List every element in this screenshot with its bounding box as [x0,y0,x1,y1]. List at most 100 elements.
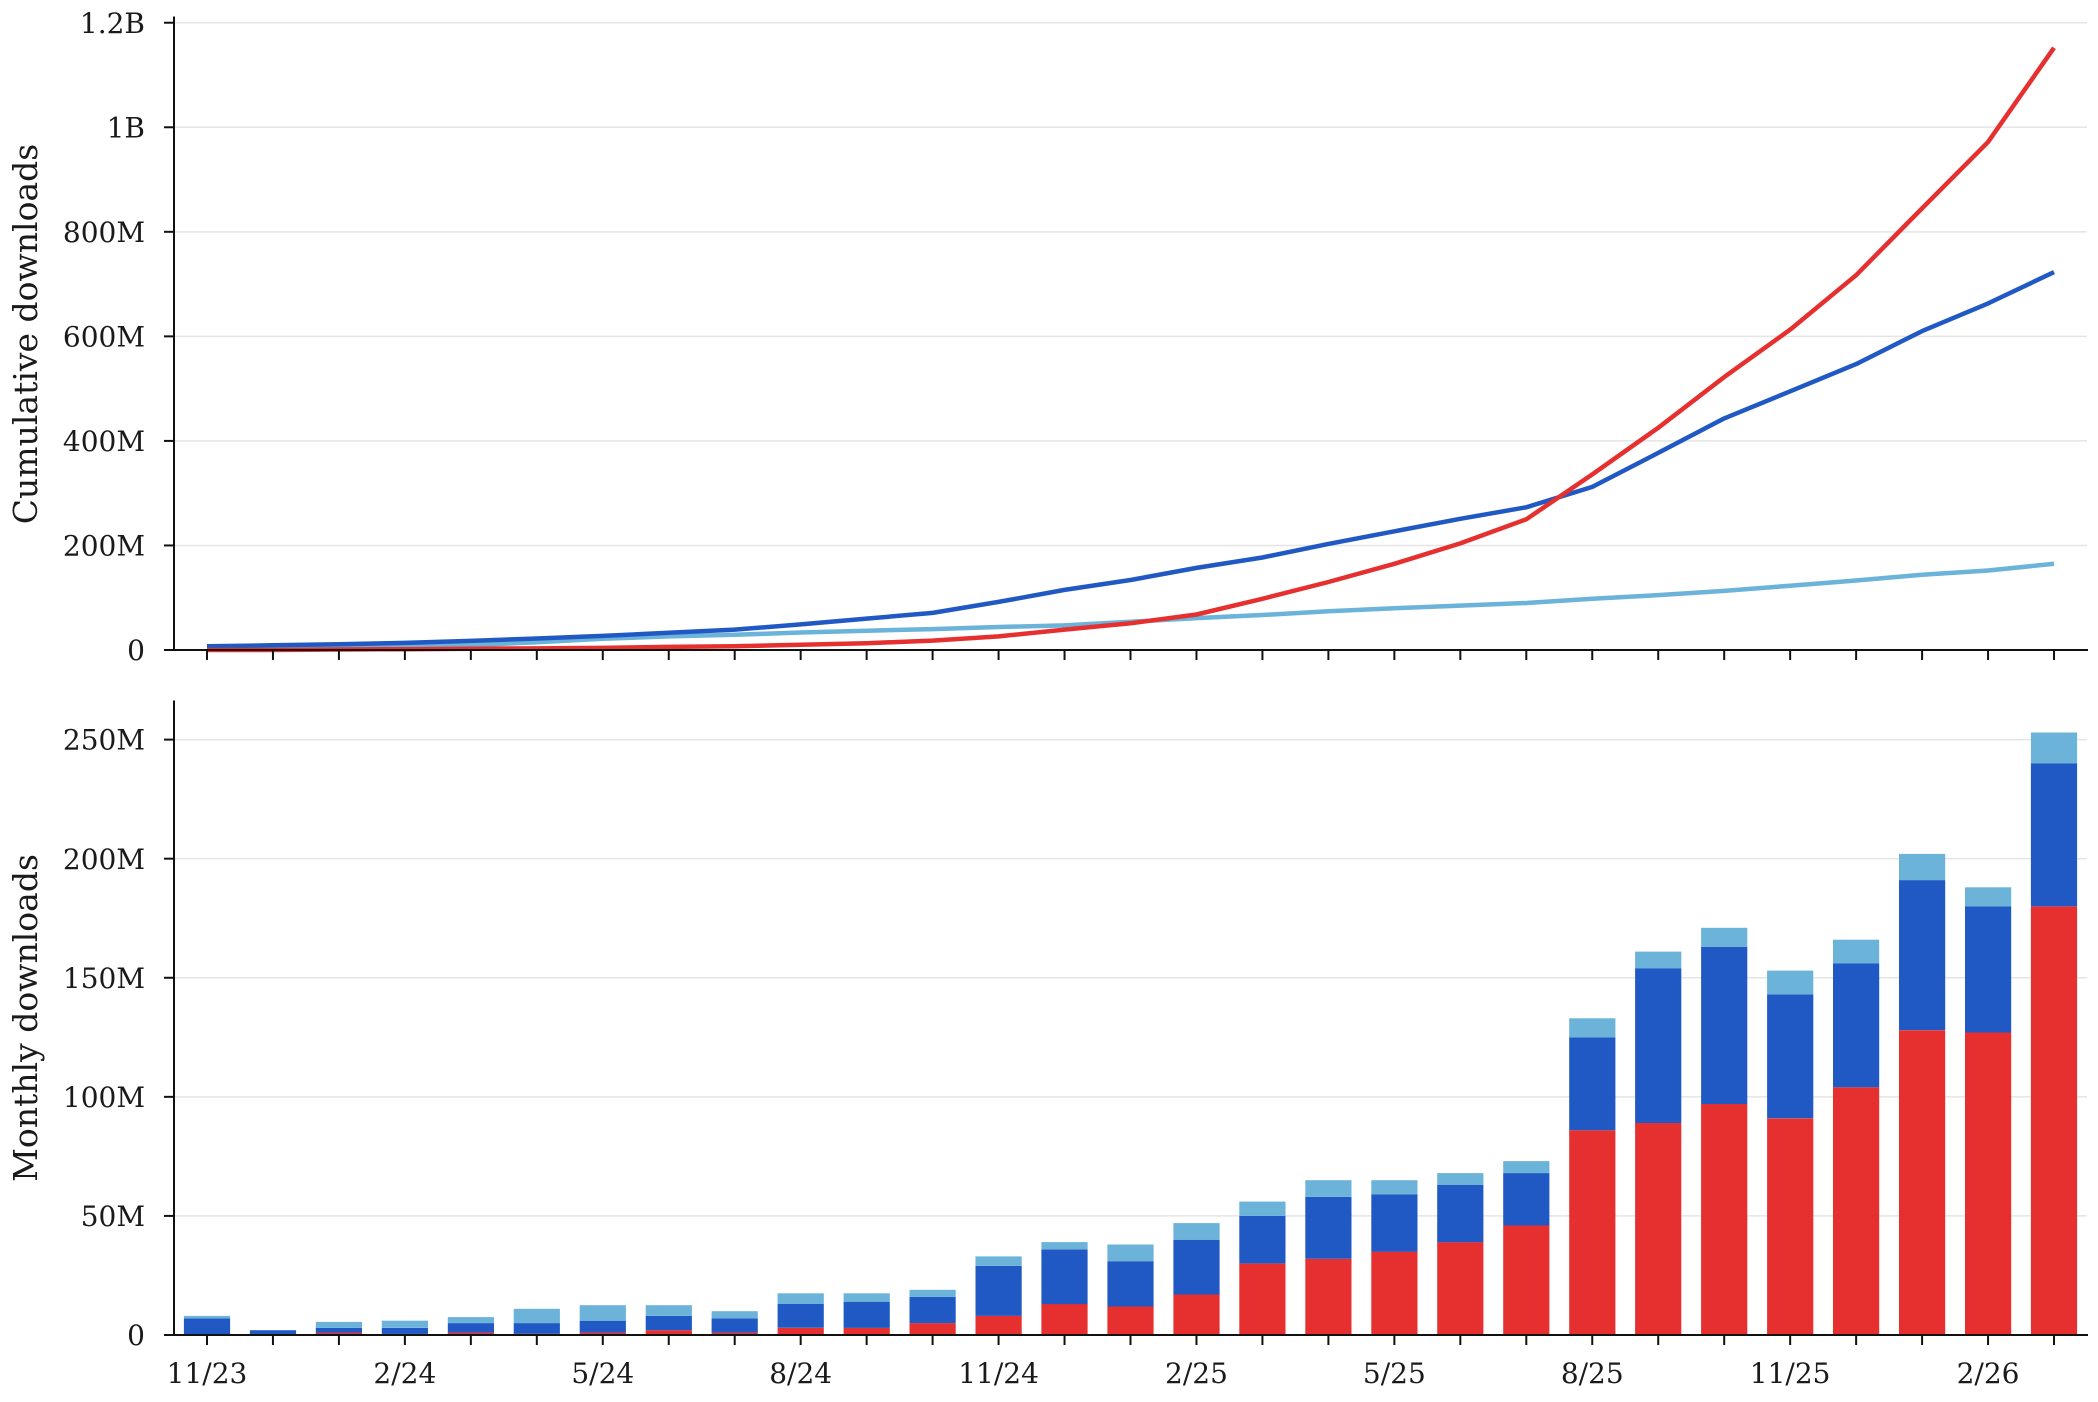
bar-segment [645,1305,692,1316]
x-tick-label: 8/25 [1561,1357,1624,1390]
bar-segment [777,1304,824,1328]
monthly-downloads-chart: 0 50M 100M 150M 200M 250M 11/23 2/24 5/24 8/24 11/… [63,700,2088,1390]
bar-segment [711,1332,758,1335]
bar-segment [447,1317,494,1324]
bar-segment [315,1321,362,1328]
bar-segment [1569,1018,1616,1038]
x-tick-label: 2/24 [373,1357,436,1390]
bar-segment [1371,1194,1418,1252]
bar-segment [447,1323,494,1333]
x-tick-label: 5/25 [1363,1357,1426,1390]
bar-segment [1305,1258,1352,1335]
y-tick-label: 150M [63,962,145,995]
bar-segment [975,1256,1022,1266]
bar-segment [1041,1249,1088,1305]
bar-segment [975,1315,1022,1335]
bar-segment [1107,1261,1154,1307]
bar-segment [315,1327,362,1333]
bar-segment [1965,1032,2012,1335]
y-tick-label: 400M [63,425,145,458]
bar-segment [2030,732,2078,764]
bar-segment [315,1332,362,1335]
bar-segment [2030,906,2078,1335]
bar-segment [1767,970,1814,995]
x-tick-label: 5/24 [571,1357,634,1390]
bar-segment [1701,927,1748,947]
bar-segment [1767,994,1814,1119]
bar-segment [843,1327,890,1335]
x-tick-label: 2/26 [1957,1357,2020,1390]
bar-segment [1635,1123,1682,1335]
x-tick-label: 11/25 [1750,1357,1831,1390]
y-tick-label: 200M [63,843,145,876]
bar-segment [1569,1037,1616,1131]
y-tick-label: 0 [127,634,145,667]
bar-segment [1833,939,1880,964]
bar-segment [777,1327,824,1335]
bar-segment [1239,1201,1286,1216]
bar-segment [1371,1180,1418,1195]
series-line [206,270,2055,649]
bar-segment [1899,853,1946,881]
bar-segment [1965,887,2012,907]
y-axis-label-cumulative: Cumulative downloads [6,144,45,524]
bar-segment [1767,1118,1814,1335]
bar-segment [1173,1223,1220,1240]
bar-segment [645,1315,692,1331]
bar-segment [513,1323,560,1334]
bar-segment [711,1311,758,1319]
bar-segment [513,1308,560,1324]
y-tick-label: 200M [63,530,145,563]
x-tick-label: 11/23 [167,1357,248,1390]
bar-segment [1371,1251,1418,1335]
bar-segment [909,1296,956,1324]
bar-segment [183,1315,231,1319]
bar-segment [249,1330,297,1335]
bar-segment [1107,1244,1154,1262]
series-line [207,46,2056,653]
bar-segment [1899,880,1946,1031]
bar-segment [1041,1304,1088,1335]
data-marks [183,732,2078,1335]
y-tick-label: 250M [63,724,145,757]
x-tick-label: 11/24 [958,1357,1039,1390]
bar-segment [1701,946,1748,1104]
bar-segment [909,1289,956,1297]
bar-segment [1701,1104,1748,1335]
bar-segment [1239,1215,1286,1264]
bar-segment [1173,1239,1220,1295]
bar-segment [2030,763,2078,907]
bar-segment [579,1320,626,1333]
bar-segment [843,1293,890,1302]
bar-segment [1503,1161,1550,1173]
x-tick-label: 8/24 [769,1357,832,1390]
bar-segment [1833,963,1880,1088]
bar-segment [1437,1242,1484,1335]
y-tick-label: 50M [81,1200,145,1233]
gridlines [174,21,2087,651]
bar-segment [579,1305,626,1321]
y-tick-label: 100M [63,1081,145,1114]
bar-segment [975,1265,1022,1316]
cumulative-downloads-chart: 0 200M 400M 600M 800M 1B 1.2B [63,7,2088,667]
data-marks [206,46,2056,653]
bar-segment [1635,951,1682,969]
bar-segment [579,1332,626,1335]
bar-segment [1437,1173,1484,1185]
y-tick-label: 0 [127,1319,145,1352]
series-line [207,561,2055,652]
bar-segment [381,1320,428,1328]
bar-segment [447,1332,494,1335]
axes: 0 50M 100M 150M 200M 250M 11/23 2/24 5/24 8/24 11/… [63,700,2088,1390]
x-tick-label: 2/25 [1165,1357,1228,1390]
bar-segment [1635,968,1682,1123]
bar-segment [1503,1173,1550,1226]
bar-segment [1833,1087,1880,1335]
bar-segment [1569,1130,1616,1335]
bar-segment [1437,1185,1484,1243]
y-tick-label: 800M [63,216,145,249]
axes: 0 200M 400M 600M 800M 1B 1.2B [63,7,2088,667]
y-tick-label: 600M [63,320,145,353]
bar-segment [1173,1294,1220,1335]
